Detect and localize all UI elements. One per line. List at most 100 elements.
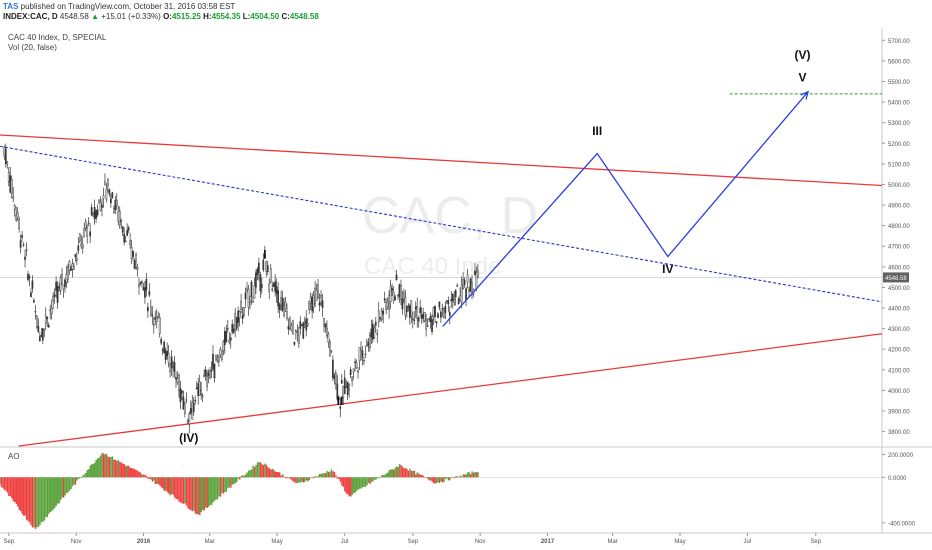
candle-body [246, 288, 248, 291]
ao-bar [165, 477, 167, 491]
candle-body [431, 319, 433, 332]
ao-bar [58, 477, 60, 504]
ao-bar [67, 477, 69, 493]
ao-bar [228, 477, 231, 488]
candle-body [19, 240, 22, 248]
candle-body [286, 311, 288, 319]
candle-body [463, 279, 466, 285]
candle-body [420, 314, 423, 319]
candle-body [386, 301, 389, 308]
ao-bar [419, 474, 422, 478]
price-tick-label: 5400.00 [888, 101, 910, 107]
time-tick-label: Sep [810, 539, 821, 545]
candle-body [346, 381, 349, 395]
candle-body [36, 315, 38, 329]
ao-bar [240, 476, 242, 478]
series-legend[interactable]: CAC 40 Index, D, SPECIAL [8, 33, 107, 42]
candle-body [182, 396, 185, 410]
candle-body [422, 313, 425, 319]
candle-body [200, 389, 203, 395]
ao-bar [440, 477, 442, 482]
candle-body [191, 402, 194, 420]
candle-body [93, 206, 96, 220]
ao-bar [332, 471, 334, 478]
ao-bar [283, 476, 285, 478]
ao-bar [43, 477, 46, 521]
ao-bar [187, 477, 189, 509]
candle-body [400, 285, 402, 300]
candle-body [27, 273, 29, 280]
candle-body [107, 179, 109, 187]
ao-bar [324, 473, 327, 478]
ao-bar [345, 477, 348, 494]
ao-bar [0, 477, 1, 484]
candle-body [28, 276, 31, 278]
ao-bar [456, 475, 459, 478]
candle-body [56, 285, 59, 304]
ao-bar [166, 477, 168, 493]
candle-body [209, 370, 211, 379]
ao-bar [154, 477, 157, 485]
volume-legend[interactable]: Vol (20, false) [8, 43, 57, 52]
price-tick-label: 4500.00 [888, 286, 910, 292]
candle-body [380, 310, 383, 320]
candle-body [351, 376, 353, 381]
ao-bar [298, 477, 300, 483]
candle-body [321, 300, 324, 308]
ao-tick-label: -400.0000 [888, 521, 916, 527]
ao-legend[interactable]: AO [8, 452, 20, 461]
ao-bar [151, 477, 154, 482]
ao-bar [212, 477, 214, 503]
ao-bar [390, 469, 392, 478]
ao-bar [450, 477, 453, 478]
candle-body [269, 268, 272, 283]
ao-bar [247, 470, 250, 478]
ao-bar [311, 477, 313, 478]
publisher-name[interactable]: TAS [3, 2, 19, 11]
candle-body [280, 297, 282, 306]
ao-bar [181, 477, 183, 504]
ao-bar [22, 477, 25, 516]
ao-bar [122, 463, 124, 478]
price-change: +15.01 (+0.33%) [101, 12, 161, 21]
ao-bar [120, 462, 123, 478]
candle-body [67, 266, 69, 280]
candle-body [90, 207, 93, 216]
candle-body [379, 317, 382, 320]
ao-bar [68, 477, 71, 491]
ao-bar [382, 475, 385, 478]
time-tick-label: May [271, 539, 282, 545]
candle-body [363, 359, 365, 362]
candle-body [223, 331, 226, 346]
candle-body [173, 362, 176, 372]
candle-body [355, 362, 358, 369]
ao-bar [262, 465, 265, 478]
ao-bar [265, 464, 268, 478]
candle-body [474, 270, 476, 275]
ao-bar [347, 477, 349, 495]
candle-body [65, 273, 68, 283]
ao-bar [375, 477, 377, 480]
ao-bar [335, 475, 337, 478]
price-tick-label: 4800.00 [888, 224, 910, 230]
candle-body [197, 383, 200, 397]
ao-bar [264, 463, 266, 478]
ao-bar [268, 468, 271, 478]
candle-body [80, 243, 83, 247]
ao-bar [299, 477, 302, 483]
candle-body [178, 374, 180, 391]
ao-bar [310, 477, 312, 478]
ao-bar [437, 477, 439, 483]
candle-body [206, 375, 208, 387]
ao-tick-label: 200.0000 [888, 453, 914, 459]
candle-body [320, 295, 322, 298]
candle-body [198, 381, 201, 396]
candle-body [448, 312, 451, 316]
ao-bar [107, 456, 109, 478]
ao-bar [339, 477, 342, 482]
ao-bar [441, 477, 444, 483]
candle-body [71, 263, 74, 270]
candle-body [306, 323, 309, 326]
candle-body [250, 281, 253, 297]
